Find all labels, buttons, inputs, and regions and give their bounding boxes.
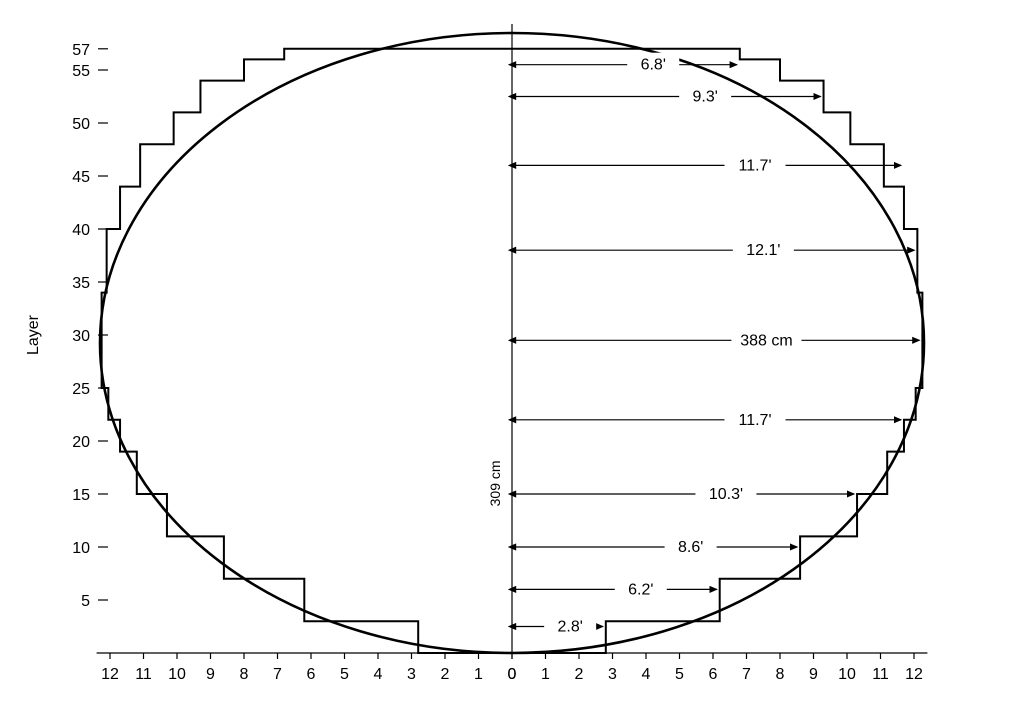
y-tick-55: 55 (72, 63, 90, 80)
x-tick-left-5: 5 (340, 666, 349, 683)
x-tick-right-12: 12 (905, 666, 923, 683)
measure-label: 11.7' (739, 157, 772, 174)
y-tick-5: 5 (81, 593, 90, 610)
x-tick-right-4: 4 (642, 666, 651, 683)
measure-label: 2.8' (558, 619, 583, 636)
measure-label: 388 cm (740, 332, 792, 349)
y-tick-50: 50 (72, 116, 90, 133)
y-tick-30: 30 (72, 328, 90, 345)
y-tick-35: 35 (72, 275, 90, 292)
y-tick-40: 40 (72, 222, 90, 239)
x-tick-right-2: 2 (575, 666, 584, 683)
y-tick-15: 15 (72, 487, 90, 504)
x-tick-left-10: 10 (168, 666, 186, 683)
x-tick-right-9: 9 (809, 666, 818, 683)
y-tick-45: 45 (72, 169, 90, 186)
y-tick-25: 25 (72, 381, 90, 398)
y-tick-20: 20 (72, 434, 90, 451)
y-tick-57: 57 (72, 42, 90, 59)
x-tick-left-1: 1 (474, 666, 483, 683)
measure-label: 9.3' (693, 89, 718, 106)
x-tick-right-3: 3 (608, 666, 617, 683)
x-tick-right-0: 0 (508, 666, 517, 683)
diagram-stage: 1211109876543210012345678910111257555045… (0, 0, 1024, 701)
x-tick-left-8: 8 (240, 666, 249, 683)
measure-label: 6.8' (641, 57, 666, 74)
measure-label: 8.6' (678, 539, 703, 556)
measure-label: 11.7' (739, 412, 772, 429)
x-tick-right-10: 10 (838, 666, 856, 683)
x-tick-left-3: 3 (407, 666, 416, 683)
x-tick-left-7: 7 (273, 666, 282, 683)
x-tick-right-8: 8 (776, 666, 785, 683)
x-tick-left-6: 6 (307, 666, 316, 683)
y-tick-10: 10 (72, 540, 90, 557)
center-axis-length-label: 309 cm (487, 460, 503, 506)
x-tick-right-6: 6 (709, 666, 718, 683)
x-tick-left-11: 11 (135, 666, 152, 683)
diagram-svg: 1211109876543210012345678910111257555045… (0, 0, 1024, 701)
measure-label: 12.1' (746, 242, 780, 259)
x-tick-left-4: 4 (374, 666, 383, 683)
x-tick-left-2: 2 (441, 666, 450, 683)
y-axis-label: Layer (25, 314, 42, 355)
x-tick-left-9: 9 (206, 666, 215, 683)
x-tick-right-1: 1 (541, 666, 550, 683)
x-tick-left-12: 12 (101, 666, 119, 683)
x-tick-right-5: 5 (675, 666, 684, 683)
x-tick-right-11: 11 (872, 666, 889, 683)
measure-label: 6.2' (628, 581, 653, 598)
measure-label: 10.3' (709, 486, 743, 503)
x-tick-right-7: 7 (742, 666, 751, 683)
